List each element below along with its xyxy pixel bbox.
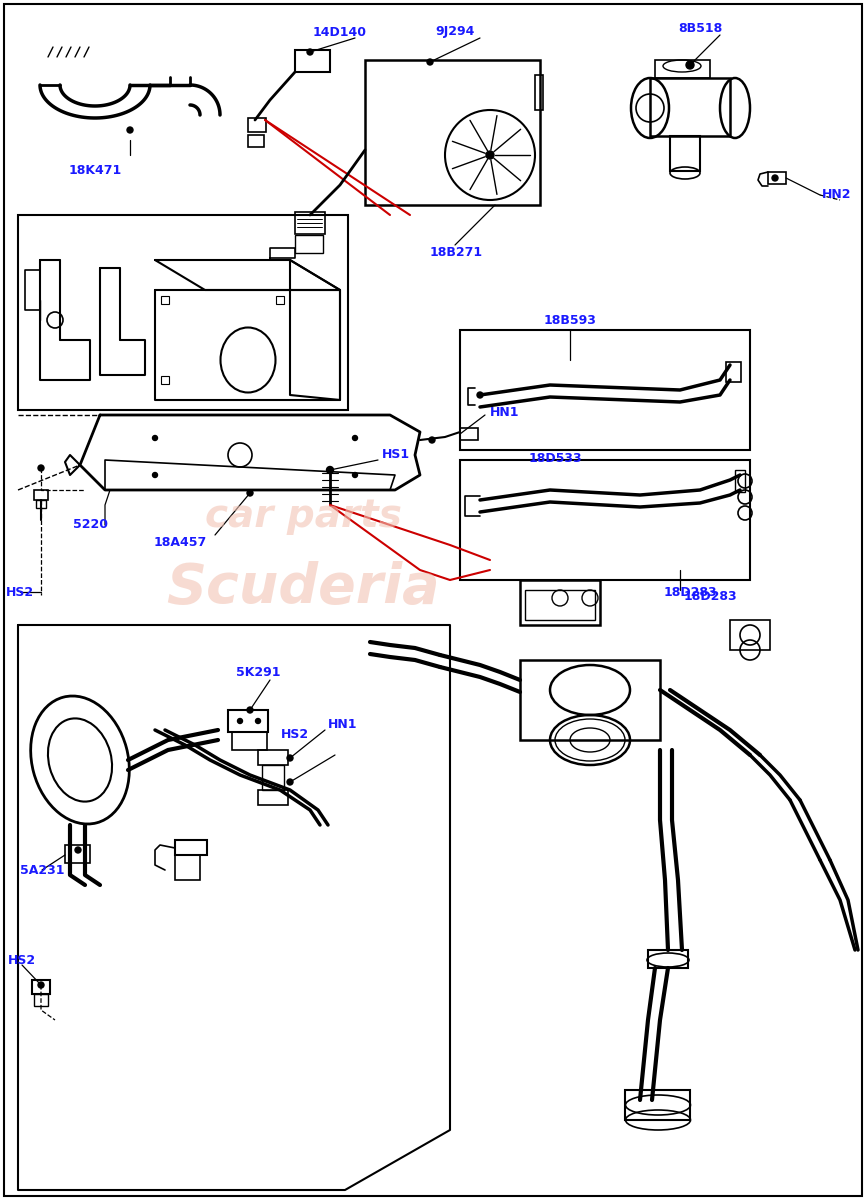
Circle shape: [38, 982, 44, 988]
Text: car parts: car parts: [204, 497, 402, 535]
Bar: [175, 854, 200, 880]
Bar: [32, 980, 50, 994]
Bar: [655, 60, 710, 78]
Text: 5A231: 5A231: [20, 864, 64, 876]
Bar: [735, 470, 745, 492]
Bar: [460, 428, 478, 440]
Bar: [670, 136, 700, 170]
Circle shape: [38, 464, 44, 470]
Text: 18D533: 18D533: [528, 451, 582, 464]
Text: HN1: HN1: [490, 406, 520, 419]
Circle shape: [427, 59, 433, 65]
Bar: [768, 172, 786, 184]
Circle shape: [247, 490, 253, 496]
Text: 18B593: 18B593: [544, 313, 597, 326]
Text: 18D283: 18D283: [663, 586, 717, 599]
Text: Scuderia: Scuderia: [166, 560, 440, 614]
Circle shape: [326, 467, 333, 474]
Text: 5220: 5220: [73, 518, 107, 532]
Bar: [36, 500, 46, 508]
Bar: [295, 50, 330, 72]
Text: 5K291: 5K291: [236, 666, 281, 678]
Bar: [295, 235, 323, 253]
Bar: [625, 1090, 690, 1120]
Circle shape: [486, 151, 494, 158]
Circle shape: [307, 49, 313, 55]
Circle shape: [352, 436, 358, 440]
Text: 18K471: 18K471: [68, 163, 121, 176]
Bar: [276, 296, 284, 304]
Text: HN2: HN2: [822, 188, 851, 202]
Text: HS2: HS2: [8, 954, 36, 966]
Circle shape: [686, 61, 694, 68]
Bar: [650, 78, 730, 136]
Bar: [258, 790, 288, 805]
Bar: [262, 766, 284, 790]
Bar: [175, 840, 207, 854]
Bar: [648, 950, 688, 968]
Text: 18B271: 18B271: [430, 246, 482, 258]
Bar: [258, 750, 288, 766]
Circle shape: [255, 719, 261, 724]
Bar: [525, 590, 595, 620]
Bar: [365, 60, 540, 205]
Bar: [726, 362, 741, 382]
Circle shape: [287, 779, 293, 785]
Circle shape: [237, 719, 242, 724]
Bar: [65, 845, 90, 863]
Circle shape: [772, 175, 778, 181]
Circle shape: [152, 473, 158, 478]
Circle shape: [287, 755, 293, 761]
Text: 9J294: 9J294: [436, 25, 475, 38]
Bar: [460, 460, 750, 580]
Bar: [232, 732, 267, 750]
Circle shape: [127, 127, 133, 133]
Text: HS2: HS2: [6, 586, 34, 599]
Bar: [34, 490, 48, 500]
Circle shape: [429, 437, 435, 443]
Circle shape: [477, 392, 483, 398]
Bar: [248, 134, 264, 146]
Bar: [161, 296, 169, 304]
Circle shape: [75, 847, 81, 853]
Text: 18A457: 18A457: [153, 535, 207, 548]
Bar: [228, 710, 268, 732]
Bar: [460, 330, 750, 450]
Text: 18D283: 18D283: [683, 589, 737, 602]
Text: 14D140: 14D140: [313, 25, 367, 38]
Text: HS2: HS2: [281, 728, 309, 742]
Circle shape: [152, 436, 158, 440]
Circle shape: [247, 707, 253, 713]
Bar: [18, 215, 348, 410]
Bar: [535, 74, 543, 110]
Bar: [295, 212, 325, 234]
Bar: [161, 376, 169, 384]
Bar: [34, 994, 48, 1006]
Text: HS1: HS1: [382, 449, 410, 462]
Text: HN1: HN1: [328, 718, 358, 731]
Circle shape: [352, 473, 358, 478]
Text: 8B518: 8B518: [678, 22, 722, 35]
Bar: [730, 620, 770, 650]
Bar: [520, 580, 600, 625]
Bar: [248, 118, 266, 132]
Bar: [520, 660, 660, 740]
